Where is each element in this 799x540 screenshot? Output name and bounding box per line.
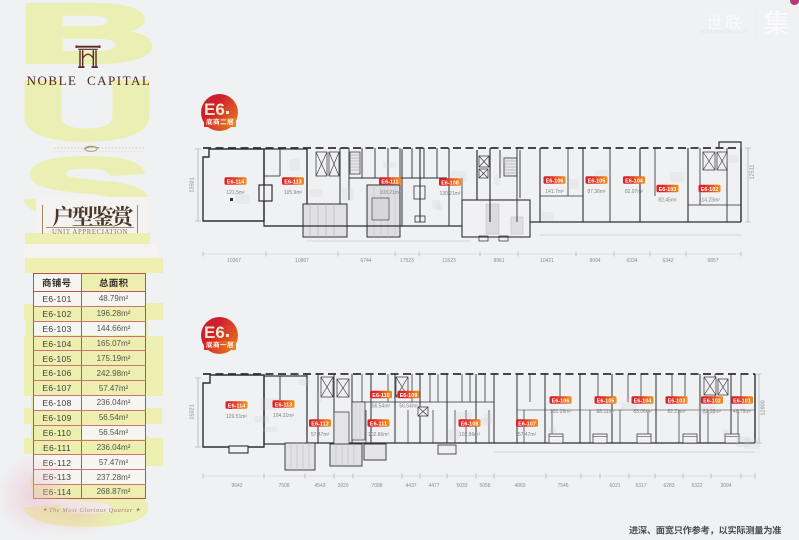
svg-text:141.7m²: 141.7m²: [545, 189, 564, 195]
svg-text:9642: 9642: [231, 483, 242, 489]
svg-text:E6-102: E6-102: [703, 398, 721, 404]
svg-text:57.47m²: 57.47m²: [311, 432, 330, 438]
svg-text:5033: 5033: [456, 483, 467, 489]
svg-text:87.36m²: 87.36m²: [587, 189, 606, 195]
svg-text:15021: 15021: [190, 404, 196, 419]
svg-text:4437: 4437: [405, 483, 416, 489]
svg-text:121.5m²: 121.5m²: [226, 190, 245, 196]
svg-text:102.86m²: 102.86m²: [368, 432, 389, 438]
svg-text:E6-105: E6-105: [597, 398, 615, 404]
svg-text:6317: 6317: [635, 483, 646, 489]
svg-text:5058: 5058: [479, 483, 490, 489]
svg-text:E6-107: E6-107: [518, 421, 536, 427]
svg-text:13501: 13501: [190, 177, 196, 192]
svg-text:83.06m²: 83.06m²: [633, 409, 652, 415]
svg-text:56.54m²: 56.54m²: [372, 404, 391, 410]
svg-text:102.86m²: 102.86m²: [459, 432, 480, 438]
svg-text:4860: 4860: [514, 483, 525, 489]
svg-text:6322: 6322: [691, 483, 702, 489]
svg-text:48.79m²: 48.79m²: [733, 409, 752, 415]
svg-text:E6-114: E6-114: [227, 179, 245, 185]
svg-text:E6-105: E6-105: [588, 178, 606, 184]
svg-text:82.21m²: 82.21m²: [667, 409, 686, 415]
svg-text:E6-112: E6-112: [311, 421, 328, 427]
svg-text:10367: 10367: [227, 258, 241, 264]
svg-text:E6-108: E6-108: [441, 180, 459, 186]
svg-text:E6-104: E6-104: [634, 398, 653, 404]
svg-text:E6-113: E6-113: [284, 179, 301, 185]
svg-text:114.23m²: 114.23m²: [699, 198, 720, 204]
svg-text:E6-110: E6-110: [372, 393, 389, 399]
svg-text:E6-113: E6-113: [275, 402, 292, 408]
svg-text:105.9m²: 105.9m²: [284, 190, 303, 196]
svg-text:E6-106: E6-106: [552, 398, 570, 404]
svg-text:101.26m²: 101.26m²: [550, 409, 571, 415]
svg-text:12800: 12800: [761, 400, 767, 415]
svg-text:E6-109: E6-109: [400, 393, 418, 399]
svg-text:82.98m²: 82.98m²: [703, 409, 722, 415]
svg-text:11523: 11523: [442, 258, 456, 264]
svg-text:E6-108: E6-108: [461, 421, 479, 427]
svg-text:82.45m²: 82.45m²: [658, 198, 677, 204]
svg-text:E6-111: E6-111: [381, 179, 398, 185]
svg-text:6342: 6342: [662, 258, 673, 264]
svg-text:E6-114: E6-114: [228, 403, 246, 409]
svg-text:6334: 6334: [626, 258, 637, 264]
svg-text:10867: 10867: [295, 258, 309, 264]
svg-text:8961: 8961: [493, 258, 504, 264]
svg-text:129.51m²: 129.51m²: [226, 414, 247, 420]
svg-text:3094: 3094: [720, 483, 731, 489]
svg-text:6283: 6283: [663, 483, 674, 489]
svg-text:4477: 4477: [428, 483, 439, 489]
svg-text:12511: 12511: [750, 165, 756, 180]
svg-text:E6-102: E6-102: [701, 187, 719, 193]
svg-text:E6-103: E6-103: [668, 398, 686, 404]
svg-text:3920: 3920: [337, 483, 348, 489]
svg-text:8994: 8994: [589, 258, 600, 264]
svg-text:88.11m²: 88.11m²: [597, 409, 615, 415]
svg-text:4543: 4543: [314, 483, 325, 489]
svg-text:130.21m²: 130.21m²: [439, 191, 460, 197]
svg-text:82.07m²: 82.07m²: [625, 189, 644, 195]
svg-text:7098: 7098: [371, 483, 382, 489]
svg-text:7546: 7546: [557, 483, 568, 489]
svg-text:7508: 7508: [278, 483, 289, 489]
svg-text:17523: 17523: [400, 258, 414, 264]
svg-text:6744: 6744: [360, 258, 371, 264]
svg-text:E6-103: E6-103: [659, 187, 677, 193]
svg-text:10421: 10421: [540, 258, 554, 264]
svg-text:103.21m²: 103.21m²: [379, 190, 400, 196]
svg-text:6021: 6021: [609, 483, 620, 489]
svg-text:9857: 9857: [707, 258, 718, 264]
svg-text:E6-111: E6-111: [370, 421, 387, 427]
svg-text:E6-106: E6-106: [546, 178, 564, 184]
svg-text:57.47m²: 57.47m²: [518, 432, 537, 438]
svg-text:E6-104: E6-104: [625, 178, 644, 184]
svg-text:E6-101: E6-101: [733, 398, 751, 404]
svg-text:56.54m²: 56.54m²: [399, 404, 418, 410]
svg-text:104.31m²: 104.31m²: [273, 413, 294, 419]
